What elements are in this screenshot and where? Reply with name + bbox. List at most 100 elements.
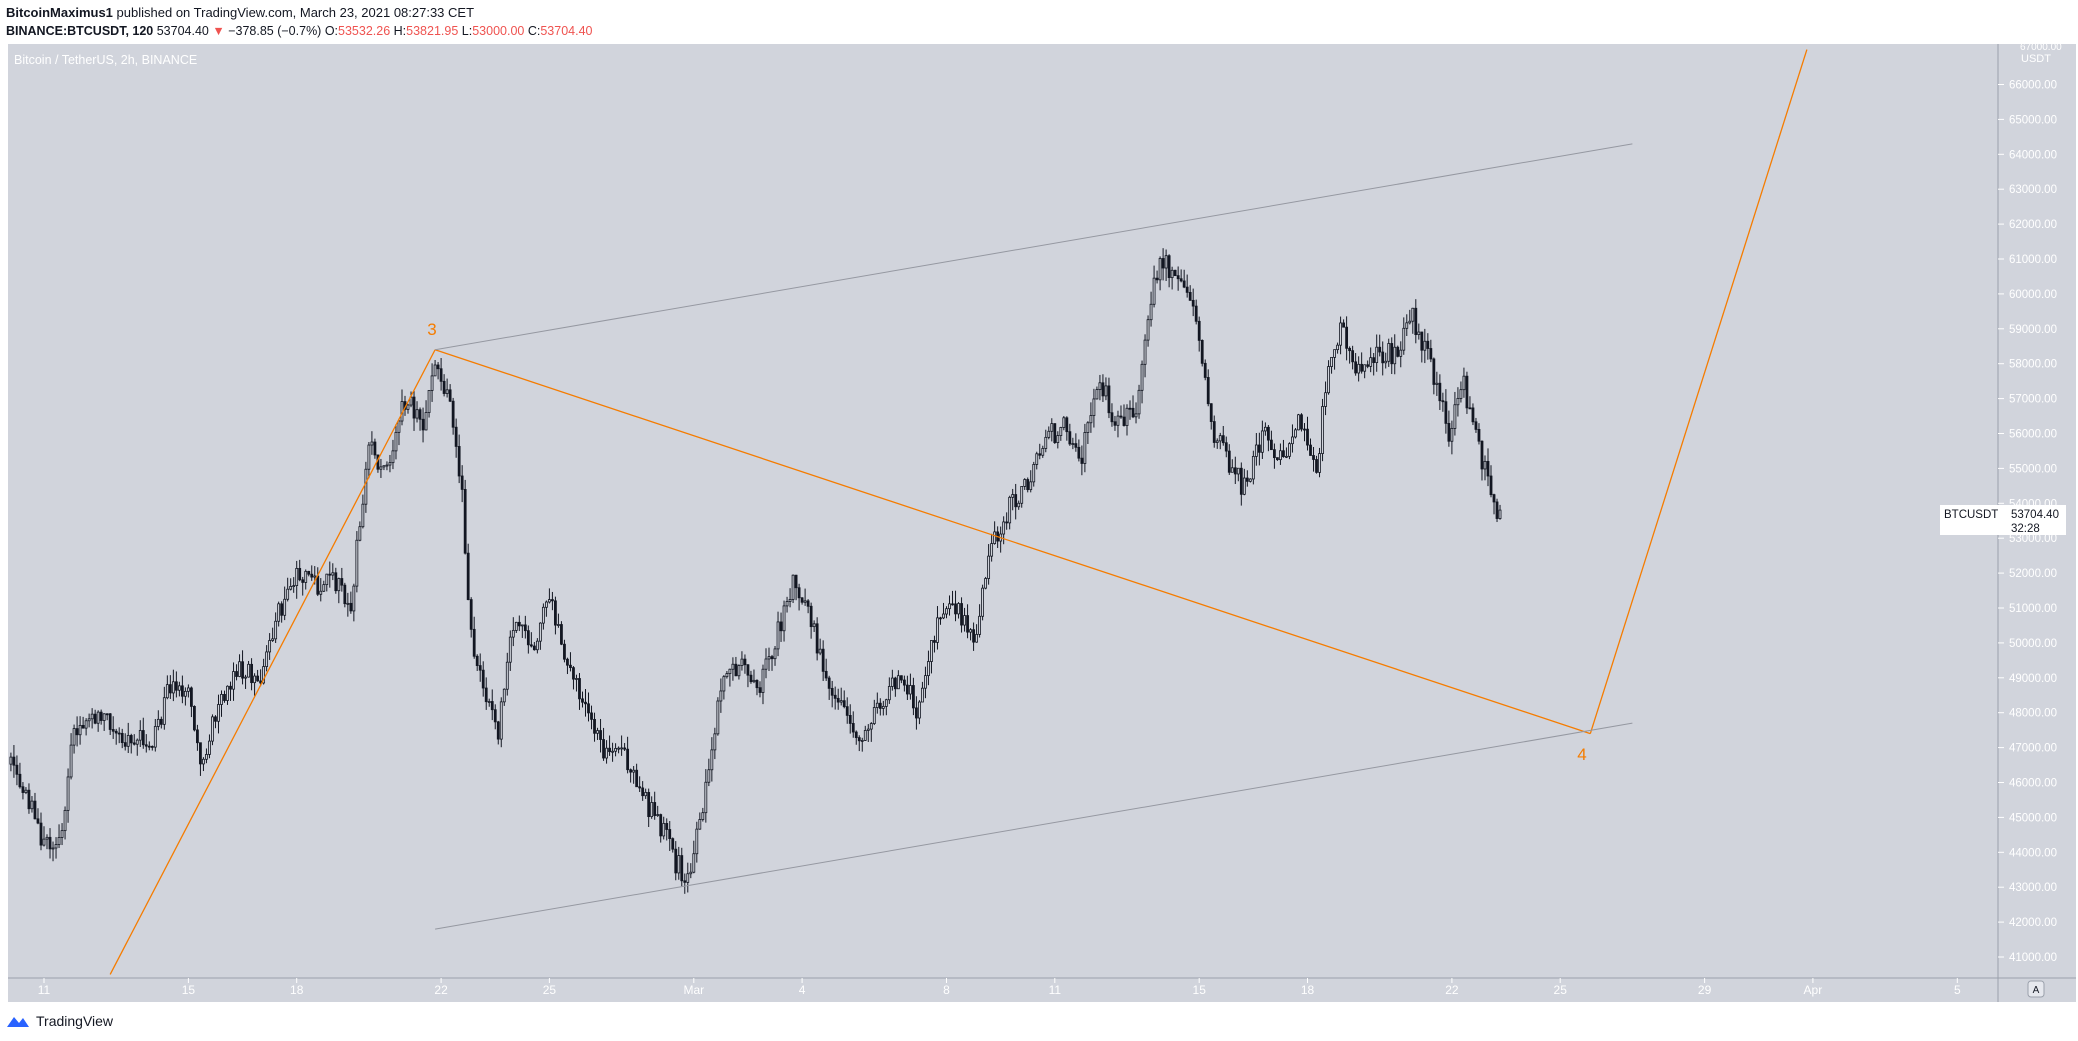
candle [1459,381,1463,403]
wave-trendline[interactable] [1589,49,1808,734]
tradingview-logo-icon[interactable] [6,1013,30,1029]
plot-area[interactable] [8,44,1998,978]
candle [364,461,368,513]
candle [614,743,617,757]
candle [557,613,560,628]
candle [887,677,891,704]
candle [966,604,969,639]
candle [319,578,323,602]
candle [884,698,888,716]
wave-trendline[interactable] [109,349,436,975]
candle [806,599,810,614]
candle [1122,404,1126,427]
candle [135,738,139,756]
candle [406,403,410,414]
candle [728,668,732,687]
low-value: 53000.00 [472,24,525,38]
candle [551,591,554,611]
candle [1444,389,1448,434]
candle [211,714,214,746]
candle [662,816,666,840]
candle [1242,468,1246,496]
candle [1161,248,1165,281]
low-label: L: [461,24,473,38]
candle [1387,338,1391,367]
last-price-value: 53704.40 [2011,509,2059,521]
auto-scale-button[interactable] [2027,980,2045,998]
candle [1041,445,1045,458]
candle [1236,467,1240,482]
candle [839,687,843,706]
candle [930,640,933,674]
candle [740,651,744,671]
candle [641,781,645,801]
candle [797,583,801,611]
candle [752,669,756,684]
candle [517,615,521,632]
candle [132,734,136,746]
candle [343,582,347,608]
candle [767,647,771,671]
candle [1200,339,1204,367]
candle [674,841,678,881]
candle [1480,440,1484,481]
candle [1357,356,1361,382]
candle [433,359,437,377]
candle [51,841,55,862]
candle [896,670,900,690]
candle [668,821,672,851]
candle [963,607,966,632]
candle [1158,256,1162,291]
candle [1065,416,1069,441]
time-axis[interactable] [8,978,2076,1002]
time-tick-label: 22 [434,983,448,997]
candle [1017,500,1021,510]
candle [1104,377,1108,401]
price-tick-label: 63000.00 [2009,184,2057,196]
candle [108,712,112,736]
candle [322,580,326,593]
candle [153,719,157,752]
candle [815,617,819,661]
candle [1450,420,1454,455]
candle [1113,415,1117,431]
candle [1396,345,1400,358]
candle [271,627,275,642]
candle [84,718,88,736]
candle [1155,270,1159,284]
candle [1342,319,1345,328]
candle [1282,439,1285,458]
footer-brand[interactable]: TradingView [36,1013,114,1029]
candle [508,630,512,671]
candle [21,782,25,800]
currency-label: USDT [2021,53,2051,65]
candle [232,662,235,701]
candle [743,654,747,674]
candle [692,840,696,874]
candle [554,596,557,635]
candle [424,400,428,431]
candle [144,734,148,753]
candle [1116,410,1120,438]
time-tick-label: 18 [290,983,304,997]
candle [1191,288,1195,317]
author-name[interactable]: BitcoinMaximus1 [6,5,113,20]
symbol-interval: BINANCE:BTCUSDT, 120 [6,24,154,38]
candle [352,583,356,622]
candle [659,813,663,843]
channel-line[interactable] [434,143,1633,351]
candle [942,602,945,620]
candle [532,642,536,651]
candle [298,559,302,582]
auto-scale-label: A [2033,985,2040,996]
candle [141,717,145,749]
channel-line[interactable] [434,722,1633,930]
candle [1429,339,1433,363]
candle [878,698,882,716]
candle [776,611,780,657]
candle [12,745,16,778]
candle [1471,403,1475,426]
candle [921,681,924,703]
wave-trendline[interactable] [434,349,1591,735]
